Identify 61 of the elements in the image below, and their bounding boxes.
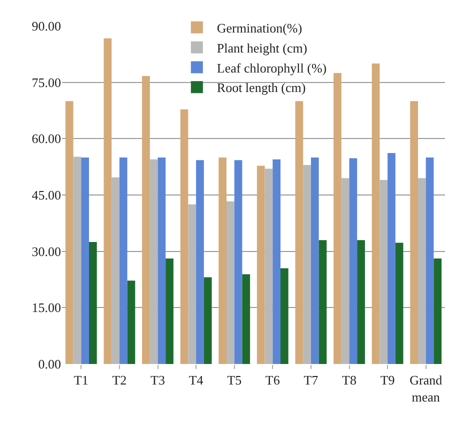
bar [196,160,204,364]
bar [318,240,327,364]
legend-label: Plant height (cm) [216,40,308,56]
x-tick-label: T1 [74,372,88,388]
bar [112,177,120,364]
y-tick-label: 90.00 [32,18,61,34]
bar [204,277,212,364]
x-tick-label: T4 [188,372,204,388]
bar [218,157,226,364]
legend-label: Leaf chlorophyll (%) [216,60,327,76]
bar [410,101,418,364]
bar [334,72,342,364]
bar [142,76,150,364]
bar [357,240,365,364]
bar [272,159,280,364]
bar [166,258,174,364]
bar [127,280,136,364]
x-tick-label: T9 [380,372,395,388]
bar [188,204,196,364]
bar [372,64,380,364]
x-tick-label: T7 [304,372,319,388]
bar [89,242,97,364]
bar [303,164,311,364]
x-tick-label: T3 [150,372,165,388]
bar [256,166,265,364]
bar [349,158,358,364]
y-tick-label: 45.00 [32,188,61,203]
bar [388,152,396,364]
bar [380,180,388,364]
bar [280,268,288,364]
bar [264,168,273,364]
bar [180,109,188,364]
x-tick-label: T8 [342,372,356,388]
bar [310,157,319,364]
y-tick-label: 30.00 [32,244,61,259]
x-tick-label: T5 [227,372,242,388]
bar [150,159,158,364]
bar [104,38,112,364]
bar [81,157,89,364]
bar [65,101,74,364]
bar [434,258,442,364]
y-tick-label: 15.00 [32,300,61,316]
bar [158,157,166,364]
legend-label: Germination(%) [216,20,302,36]
bar [234,160,242,364]
y-tick-label: 0.00 [38,356,61,372]
y-tick-label: 75.00 [32,74,61,90]
bar [426,157,434,364]
bar [418,178,426,364]
bar [295,101,304,364]
x-tick-label: T6 [265,372,280,388]
bar [341,178,350,364]
bar [73,156,82,364]
y-tick-label: 60.00 [32,131,61,146]
bar [226,201,234,364]
bar [242,274,250,364]
bar [395,242,404,364]
x-tick-label: T2 [112,372,127,388]
x-tick-label: Grand mean [410,372,443,404]
bar [119,157,128,364]
legend-label: Root length (cm) [216,80,306,96]
